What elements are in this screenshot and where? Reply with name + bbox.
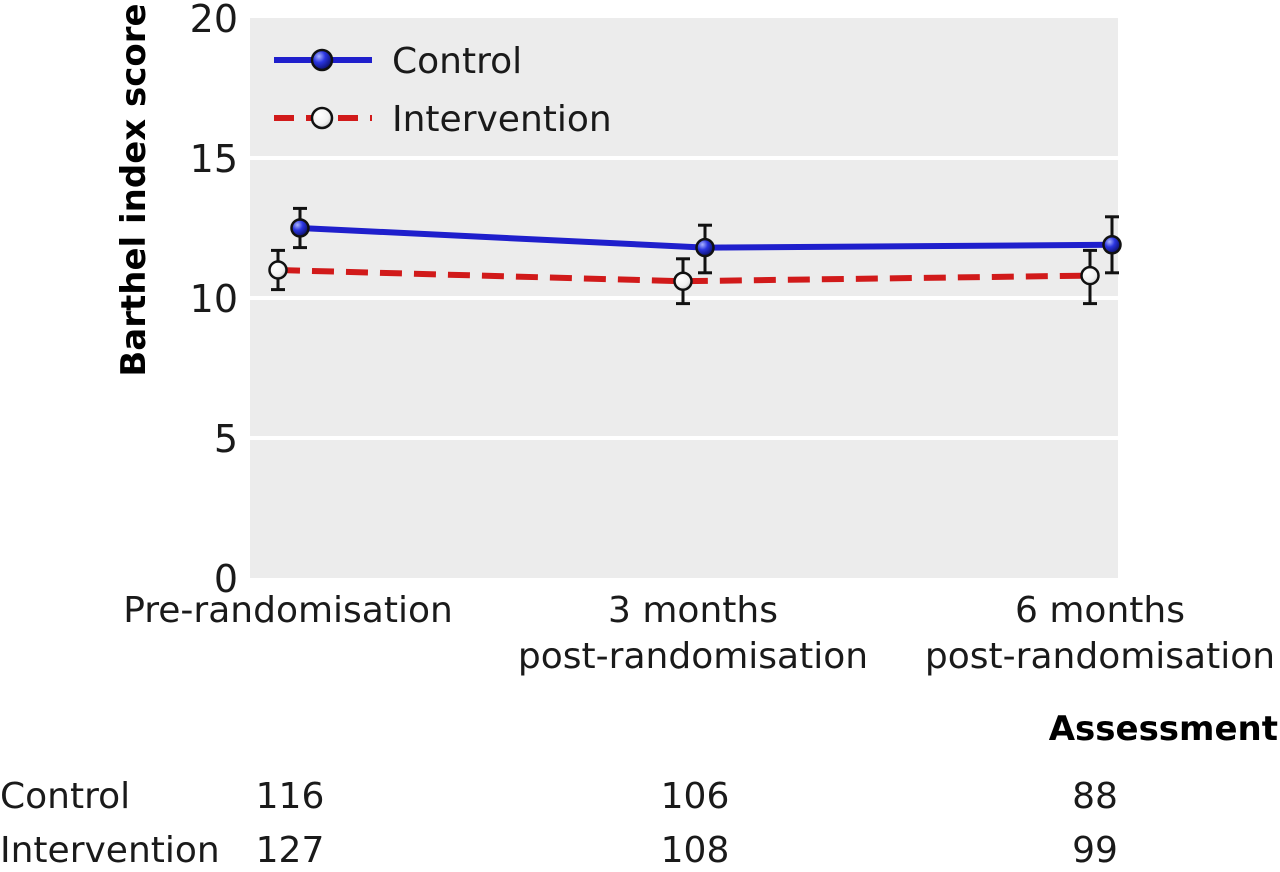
n-value: 106	[661, 776, 730, 817]
y-tick-label: 10	[190, 277, 238, 321]
x-category-label: Pre-randomisation	[123, 590, 453, 631]
data-point-intervention	[1080, 265, 1100, 286]
n-value: 99	[1072, 830, 1118, 868]
x-axis-title: Assessment	[1049, 709, 1278, 749]
x-category-label: 6 months	[1015, 590, 1185, 631]
data-point-control	[290, 218, 310, 238]
y-tick-label: 5	[214, 417, 238, 461]
legend-marker-intervention	[310, 106, 334, 130]
legend-label: Intervention	[392, 99, 612, 140]
y-axis-title: Barthel index score	[114, 3, 154, 376]
data-point-control	[1102, 235, 1122, 255]
n-row-label: Control	[0, 776, 130, 817]
data-point-intervention	[268, 260, 288, 280]
n-value: 116	[256, 776, 325, 817]
legend-label: Control	[392, 41, 522, 82]
n-row-label: Intervention	[0, 830, 220, 868]
y-tick-label: 15	[190, 137, 238, 181]
y-tick-label: 0	[214, 557, 238, 601]
x-category-label: post-randomisation	[518, 636, 868, 677]
legend-marker-control	[310, 48, 334, 72]
data-point-intervention	[673, 271, 693, 291]
data-point-control	[695, 237, 715, 258]
x-category-label: post-randomisation	[925, 636, 1275, 677]
x-category-label: 3 months	[608, 590, 778, 631]
n-value: 127	[256, 830, 325, 868]
n-value: 88	[1072, 776, 1118, 817]
n-value: 108	[661, 830, 730, 868]
y-tick-label: 20	[190, 0, 238, 41]
